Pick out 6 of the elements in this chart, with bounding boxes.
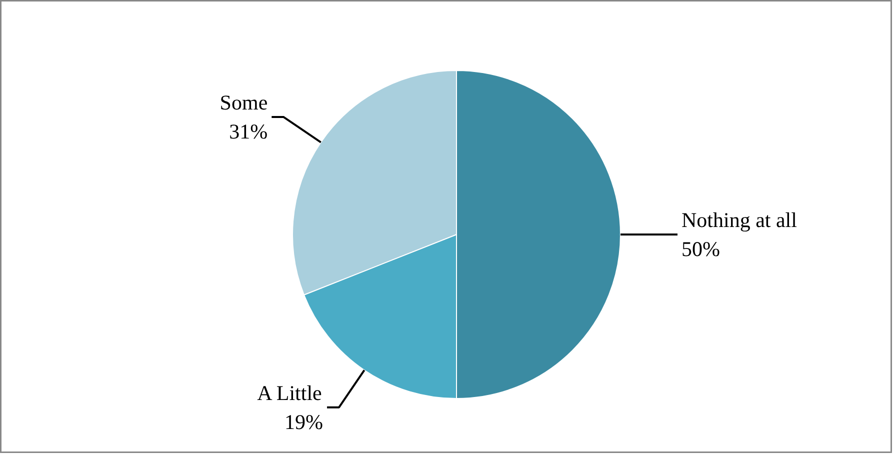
slice-label: Some bbox=[220, 90, 268, 115]
slice-label: A Little bbox=[257, 380, 322, 405]
data-label: 31% bbox=[229, 119, 268, 144]
slice-label: Nothing at all bbox=[682, 208, 798, 232]
data-label: 19% bbox=[284, 410, 324, 434]
data-label: 50% bbox=[682, 236, 720, 261]
